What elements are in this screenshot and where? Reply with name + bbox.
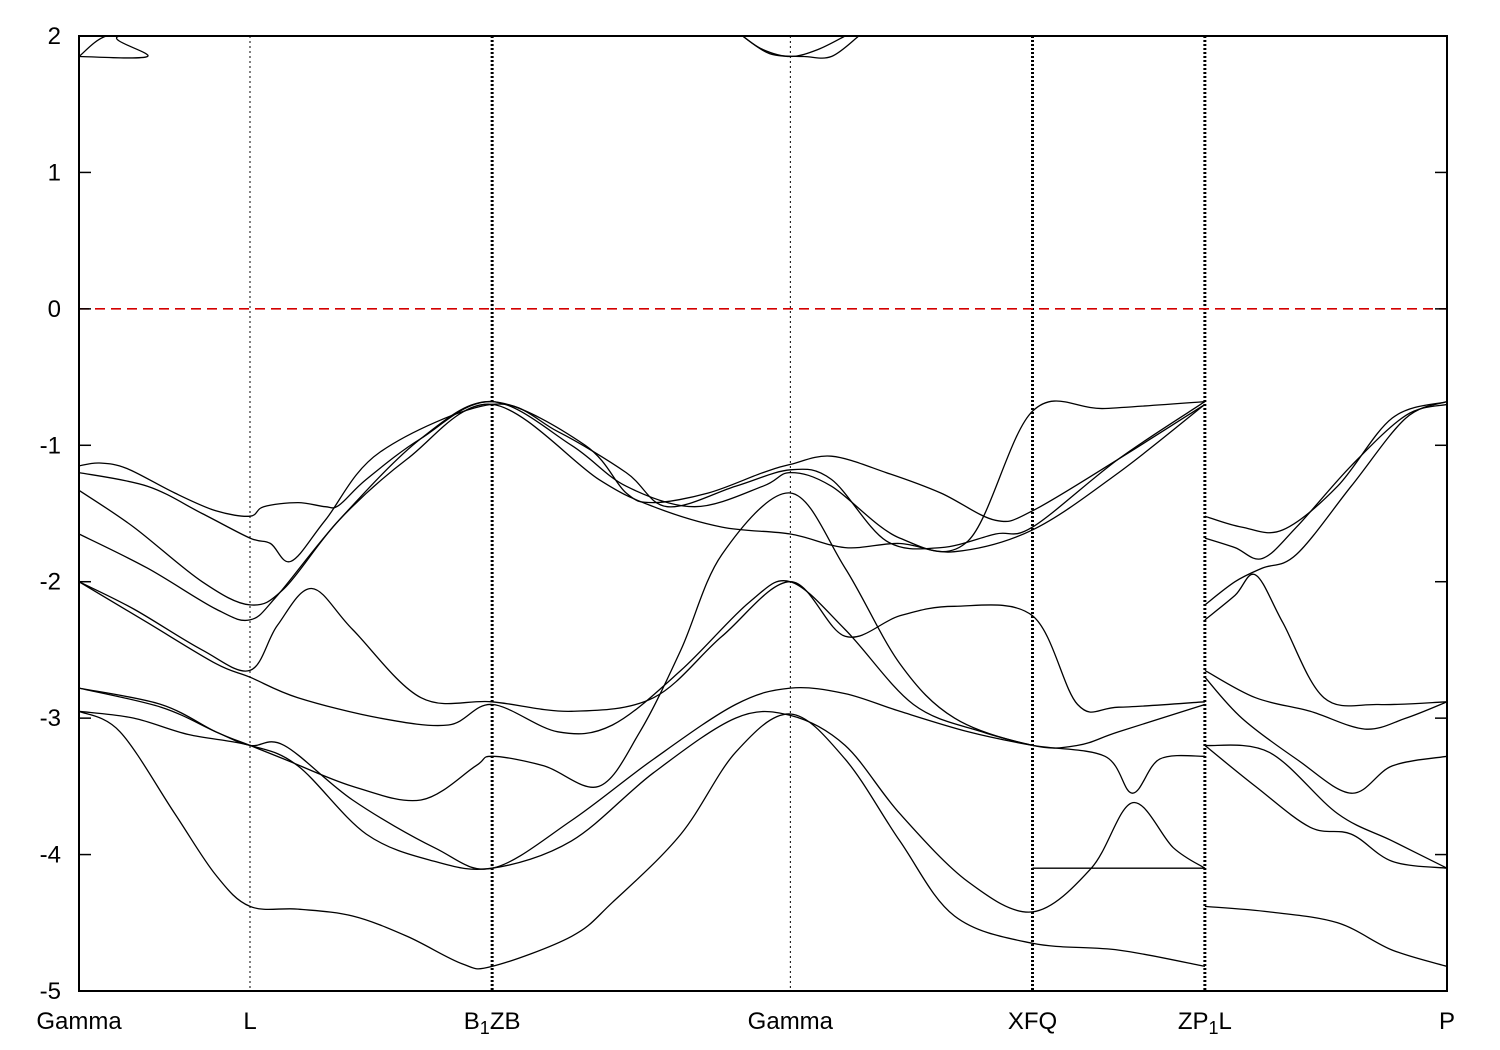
axes: 2 1 0 -1 -2 -3 -4 -5 Gamma L B1ZB Gamma XFQ ZP1L P: [36, 23, 1455, 1038]
x-tick-label: L: [243, 1008, 256, 1035]
y-tick-label: -2: [40, 569, 61, 596]
band-15: [1204, 400, 1447, 534]
band-1: [79, 36, 148, 58]
band-22: [1204, 744, 1447, 869]
band-0: [79, 36, 250, 59]
y-tick-label: -1: [40, 432, 61, 459]
band-3: [742, 36, 860, 59]
band-23: [1204, 905, 1447, 968]
band-21: [1204, 744, 1447, 869]
band-18: [1204, 573, 1447, 707]
y-tick-label: -4: [40, 842, 61, 869]
band-6: [79, 403, 1206, 606]
band-13: [79, 710, 1206, 970]
y-tick-label: -3: [40, 705, 61, 732]
band-10: [79, 492, 1206, 802]
x-tick-label: Gamma: [36, 1008, 122, 1035]
x-tick-label: ZP1L: [1178, 1008, 1232, 1038]
band-4: [79, 400, 1206, 523]
band-8: [79, 581, 1205, 713]
band-11: [79, 687, 1205, 870]
band-16: [1204, 403, 1447, 560]
band-5: [79, 401, 1206, 563]
y-tick-label: -5: [40, 978, 61, 1005]
band-12: [79, 710, 1206, 913]
x-tick-label: B1ZB: [464, 1008, 521, 1038]
band-7: [79, 400, 1205, 622]
plot-frame: [78, 35, 1448, 992]
band-17: [1204, 400, 1447, 606]
y-tick-label: 0: [48, 296, 61, 323]
bands: [79, 36, 1447, 970]
plot-area: [79, 36, 1447, 991]
band-9: [79, 580, 1033, 747]
y-tick-label: 2: [48, 23, 61, 50]
x-tick-label: Gamma: [748, 1008, 834, 1035]
x-tick-label: XFQ: [1008, 1008, 1057, 1035]
band-19: [1204, 669, 1447, 730]
band-20: [1204, 676, 1447, 794]
x-tick-label: P: [1439, 1008, 1455, 1035]
y-tick-label: 1: [48, 159, 61, 186]
